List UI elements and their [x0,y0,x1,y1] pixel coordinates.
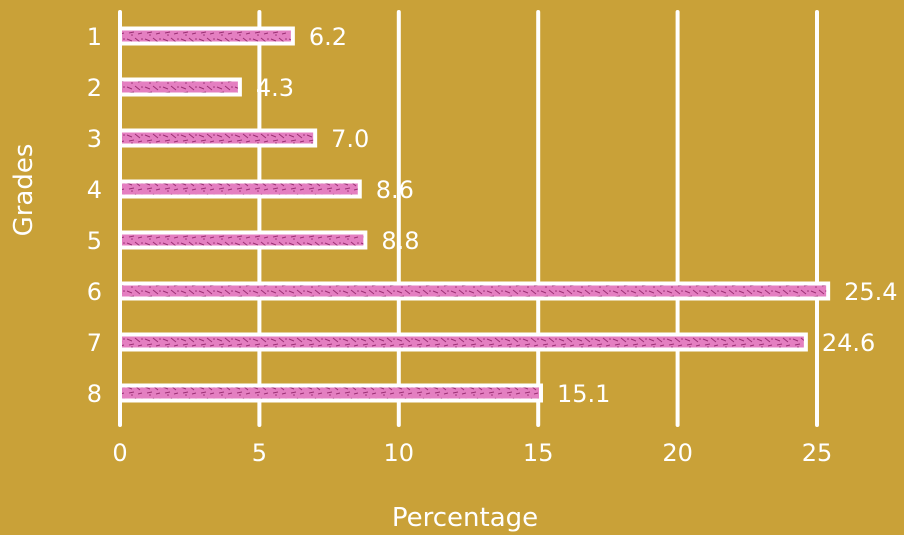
bar-texture-grade-6 [122,285,827,297]
bar-texture-grade-4 [122,183,358,195]
y-tick-label-grade-7: 7 [87,329,102,357]
gridlines [118,10,819,427]
bar-texture-grade-3 [122,132,314,144]
y-axis-tick-labels: 1 2 3 4 5 6 7 8 [87,23,102,408]
bar-texture-grade-5 [122,234,364,246]
bar-texture-grade-2 [122,81,238,93]
x-tick-label: 10 [384,439,415,467]
data-label-grade-3: 7.0 [331,125,369,153]
x-axis-tick-labels: 0 5 10 15 20 25 [112,439,832,467]
bar-texture-grade-7 [122,336,804,348]
x-axis-title: Percentage [392,503,538,533]
bar-texture-grade-8 [122,387,539,399]
y-tick-label-grade-2: 2 [87,74,102,102]
y-tick-label-grade-8: 8 [87,380,102,408]
data-label-grade-4: 8.6 [376,176,414,204]
y-tick-label-grade-6: 6 [87,278,102,306]
y-tick-label-grade-3: 3 [87,125,102,153]
data-label-grade-8: 15.1 [557,380,610,408]
data-label-grade-5: 8.8 [381,227,419,255]
y-tick-label-grade-1: 1 [87,23,102,51]
bar-texture-grade-1 [122,30,291,42]
x-tick-label: 20 [662,439,693,467]
data-labels: 6.2 4.3 7.08.6 8.8 25.4 24.6 15.1 [256,23,898,408]
bars [118,26,831,403]
x-tick-label: 15 [523,439,554,467]
y-tick-label-grade-4: 4 [87,176,102,204]
x-tick-label: 5 [252,439,267,467]
y-tick-label-grade-5: 5 [87,227,102,255]
data-label-grade-6: 25.4 [844,278,897,306]
data-label-grade-7: 24.6 [822,329,875,357]
data-label-grade-1: 6.2 [309,23,347,51]
y-axis-title: Grades [9,144,39,237]
x-tick-label: 0 [112,439,127,467]
data-label-grade-2: 4.3 [256,74,294,102]
x-tick-label: 25 [802,439,833,467]
